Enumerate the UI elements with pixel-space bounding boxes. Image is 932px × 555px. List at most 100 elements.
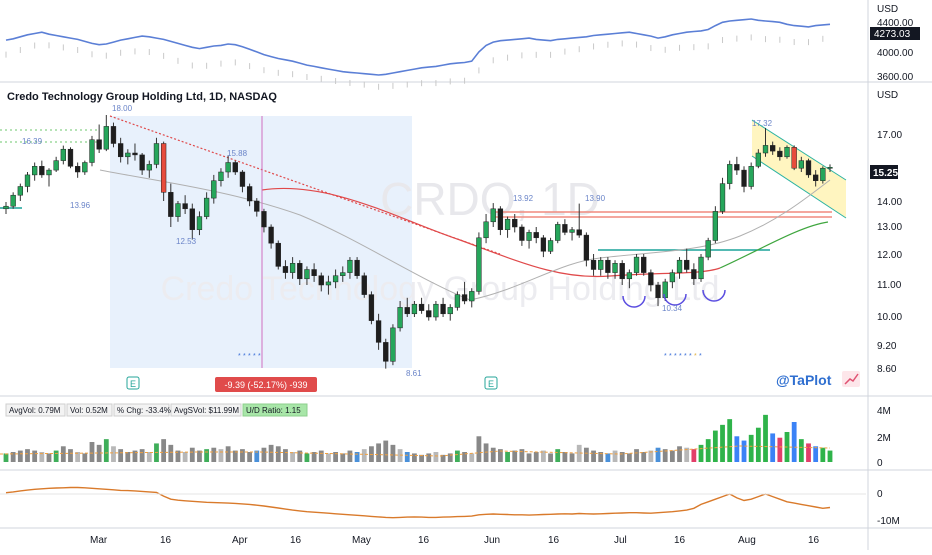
candle-body — [89, 139, 95, 163]
watermark-name: Credo Technology Group Holding Ltd — [161, 270, 720, 308]
candle-body — [519, 226, 525, 241]
x-tick-jul: Jul — [614, 535, 627, 546]
earnings-marker-1[interactable] — [126, 376, 140, 390]
price-tick-12: 12.00 — [877, 250, 902, 261]
price-tick-14: 14.00 — [877, 197, 902, 208]
candle-body — [225, 162, 231, 173]
candle-body — [777, 150, 783, 158]
top-tick-1: 4000.00 — [877, 48, 914, 59]
candle-body — [304, 269, 310, 280]
top-series-line — [5, 18, 831, 76]
volume-bar — [75, 452, 81, 462]
volume-bar — [648, 450, 654, 462]
volume-bar — [741, 440, 747, 462]
stat-vol-box — [66, 403, 113, 417]
candle-body — [676, 259, 683, 273]
volume-bar — [591, 450, 596, 462]
cup-arc-1 — [663, 293, 687, 306]
ma-green — [719, 221, 829, 269]
earnings-marker-2[interactable] — [484, 376, 498, 390]
channel-lower — [751, 155, 847, 219]
volume-bar — [505, 452, 510, 462]
candle-body — [125, 152, 131, 158]
volume-bar — [705, 439, 711, 462]
volume-bar — [304, 453, 310, 462]
candle-body — [727, 164, 733, 184]
candle-body — [784, 147, 790, 158]
volume-bar — [46, 453, 52, 462]
volume-bar — [118, 449, 124, 462]
vol-tick-0: 0 — [877, 458, 883, 469]
price-tick-92: 9.20 — [877, 341, 897, 352]
volume-bar — [512, 450, 518, 462]
candle-body — [10, 194, 16, 207]
candle-body — [648, 272, 654, 286]
candle-body — [426, 310, 432, 318]
volume-bar — [734, 436, 740, 462]
candle-body — [218, 171, 224, 181]
candle-body — [454, 294, 461, 308]
candle-body — [325, 281, 332, 286]
volume-bar — [139, 449, 145, 462]
candle-body — [203, 197, 210, 217]
volume-bar — [691, 449, 697, 462]
volume-bar — [662, 449, 668, 462]
candle-body — [189, 208, 195, 230]
candle-body — [719, 183, 726, 212]
star-marker: * — [689, 353, 692, 360]
volume-bar — [225, 446, 231, 462]
volume-bar — [297, 450, 303, 462]
volume-bar — [247, 452, 253, 462]
volume-bar — [555, 449, 561, 462]
volume-bar — [283, 449, 288, 462]
top-tick-0: 4400.00 — [877, 18, 914, 29]
candle-body — [17, 186, 23, 196]
volume-bar — [605, 453, 611, 462]
volume-bar — [10, 452, 16, 462]
price-tick-10: 10.00 — [877, 312, 902, 323]
candle-body — [612, 263, 618, 273]
price-label-5: 8.61 — [406, 369, 422, 378]
star-marker: * — [684, 353, 687, 360]
volume-bar — [311, 452, 317, 462]
candle-body — [254, 200, 260, 212]
candle-body — [239, 171, 246, 187]
volume-bar — [469, 453, 475, 462]
price-label-3: 15.88 — [227, 149, 248, 158]
candle-body — [261, 211, 267, 228]
star-marker: * — [669, 353, 672, 360]
volume-bar — [770, 433, 776, 462]
cup-arc-0 — [622, 295, 646, 308]
volume-avg-line — [0, 445, 831, 457]
volume-bar — [612, 450, 618, 462]
brand-label: @TaPlot — [776, 372, 832, 388]
candle-body — [196, 216, 203, 230]
star-marker: * — [243, 353, 246, 360]
volume-bar — [498, 449, 503, 462]
candle-body — [770, 145, 776, 152]
candle-body — [433, 303, 439, 318]
volume-bar — [433, 452, 439, 462]
candle-body — [132, 152, 138, 156]
volume-bar — [548, 453, 553, 462]
chart-title: Credo Technology Group Holding Ltd, 1D, … — [7, 91, 277, 103]
star-marker: * — [238, 353, 241, 360]
flow-tick-neg10m: -10M — [877, 516, 900, 527]
candle-body — [827, 167, 833, 169]
candle-body — [60, 148, 66, 161]
candle-body — [340, 272, 346, 276]
volume-bar — [455, 450, 460, 462]
volume-bar — [419, 454, 424, 462]
volume-bar — [60, 446, 66, 462]
measure-zone — [110, 116, 412, 368]
candle-body — [562, 224, 568, 233]
price-label-4: 12.53 — [176, 237, 197, 246]
candle-body — [182, 203, 188, 210]
candle-body — [153, 143, 160, 165]
candle-body — [311, 269, 317, 276]
volume-bar — [340, 453, 346, 462]
volume-bar — [412, 453, 417, 462]
volume-bar — [132, 450, 138, 462]
